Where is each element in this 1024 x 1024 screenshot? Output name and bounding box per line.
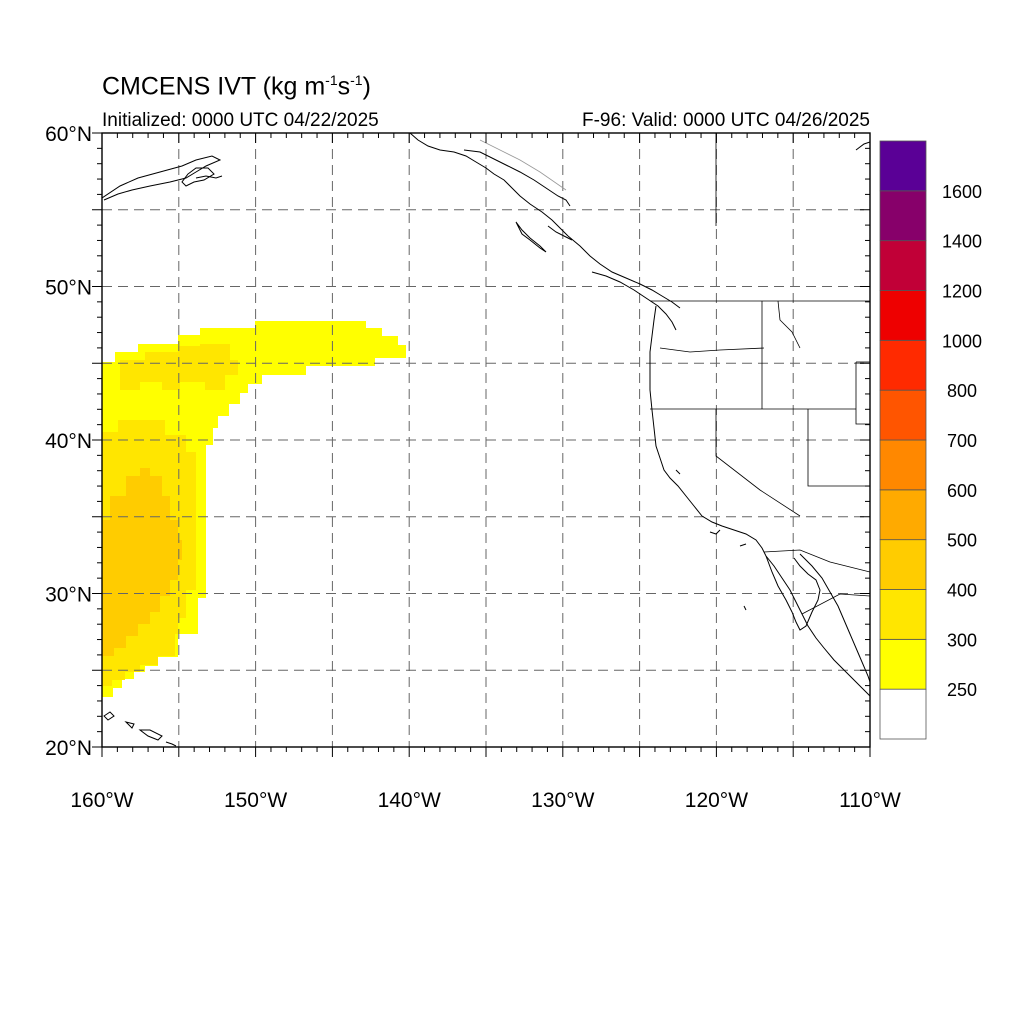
- colorbar-label: 300: [947, 630, 977, 650]
- colorbar-swatch: [879, 240, 927, 291]
- ivt-500-contour: [102, 468, 182, 656]
- colorbar-label: 1200: [942, 282, 982, 302]
- colorbar-label: 1000: [942, 331, 982, 351]
- colorbar-swatch: [879, 489, 927, 541]
- colorbar-swatch: [879, 290, 927, 341]
- lat-label: 60°N: [45, 123, 92, 146]
- colorbar-label: 1400: [942, 232, 982, 252]
- lat-label: 40°N: [45, 430, 92, 453]
- colorbar-label: 250: [947, 680, 977, 700]
- axis-ticks: [92, 132, 871, 757]
- colorbar-swatch: [879, 439, 927, 491]
- ivt-shading: [102, 321, 406, 697]
- latitude-labels: 20°N 30°N 40°N 50°N 60°N: [45, 123, 92, 760]
- longitude-labels: 160°W 150°W 140°W 130°W 120°W 110°W: [70, 789, 901, 812]
- lon-label: 150°W: [224, 789, 287, 812]
- colorbar-label: 800: [947, 381, 977, 401]
- lon-label: 120°W: [685, 789, 748, 812]
- lon-label: 130°W: [531, 789, 594, 812]
- lon-label: 160°W: [70, 789, 133, 812]
- colorbar-label: 600: [947, 481, 977, 501]
- lat-label: 20°N: [45, 737, 92, 760]
- valid-time-label: F-96: Valid: 0000 UTC 04/26/2025: [582, 110, 870, 131]
- colorbar-swatch: [879, 688, 927, 740]
- colorbar-swatch: [879, 589, 927, 640]
- lat-label: 30°N: [45, 584, 92, 607]
- lon-label: 140°W: [378, 789, 441, 812]
- colorbar-swatch: [879, 389, 927, 441]
- colorbar-swatch: [879, 539, 927, 590]
- colorbar: [879, 140, 927, 740]
- colorbar-label: 1600: [942, 182, 982, 202]
- coastlines: [102, 133, 870, 747]
- colorbar-label: 400: [947, 581, 977, 601]
- colorbar-label: 700: [947, 431, 977, 451]
- map-title: CMCENS IVT (kg m-1s-1): [102, 72, 371, 101]
- colorbar-swatch: [879, 638, 927, 690]
- colorbar-swatch: [879, 339, 927, 391]
- state-borders: [650, 133, 870, 615]
- country-border: [479, 139, 567, 191]
- colorbar-labels: 250 300 400 500 600 700 800 1000 1200 1400 1600: [942, 182, 982, 700]
- lat-label: 50°N: [45, 277, 92, 300]
- colorbar-swatch: [879, 190, 927, 242]
- lon-label: 110°W: [839, 789, 901, 812]
- initialized-label: Initialized: 0000 UTC 04/22/2025: [102, 110, 379, 131]
- grid-lines: [102, 133, 870, 747]
- colorbar-label: 500: [947, 531, 977, 551]
- colorbar-swatch: [879, 140, 927, 192]
